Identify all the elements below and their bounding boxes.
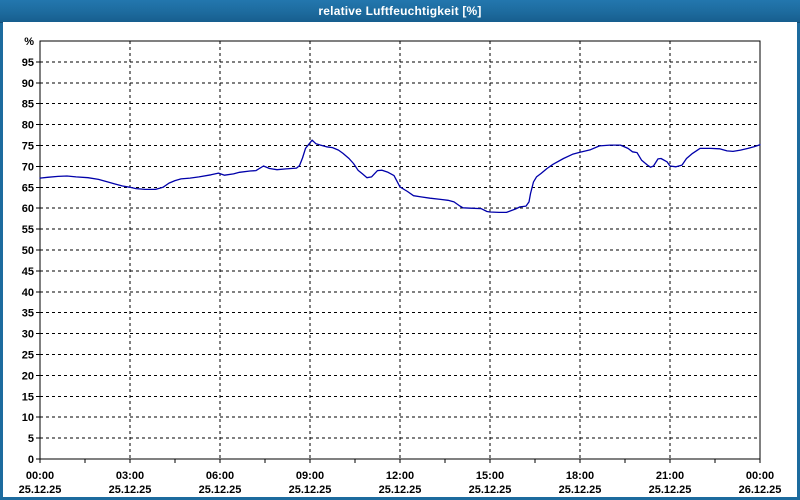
y-axis-tick-label: 0 [28,454,34,466]
x-axis-time-label: 00:00 [746,470,774,482]
y-axis-tick-label: 70 [22,161,34,173]
y-axis-tick-label: 95 [22,57,34,69]
y-axis-tick-label: 5 [28,433,34,445]
x-axis-time-label: 06:00 [206,470,234,482]
x-axis-date-label: 25.12.25 [289,484,332,496]
x-axis-time-label: 18:00 [566,470,594,482]
y-axis-tick-label: 25 [22,350,34,362]
x-axis-date-label: 25.12.25 [649,484,692,496]
x-axis-date-label: 25.12.25 [199,484,242,496]
title-bar: relative Luftfeuchtigkeit [%] [0,0,800,23]
x-axis-time-label: 09:00 [296,470,324,482]
y-axis-tick-label: 90 [22,78,34,90]
humidity-series-line [39,139,761,214]
y-axis-unit-label: % [24,36,34,48]
x-axis-date-label: 25.12.25 [559,484,602,496]
y-axis-tick-label: 85 [22,99,34,111]
x-axis-time-label: 03:00 [116,470,144,482]
x-axis-time-label: 00:00 [26,470,54,482]
humidity-line-chart: 0 5 10 15 20 25 30 35 40 45 50 55 60 65 70 75 80 85 90 95% 0… [19,36,782,496]
x-axis-time-label: 15:00 [476,470,504,482]
y-axis-tick-label: 15 [22,391,34,403]
y-axis-tick-label: 80 [22,120,34,132]
chart-area: 0 5 10 15 20 25 30 35 40 45 50 55 60 65 70 75 80 85 90 95% 0… [3,22,797,497]
y-axis-tick-label: 35 [22,308,34,320]
y-axis-tick-label: 55 [22,224,34,236]
x-axis-date-label: 25.12.25 [379,484,422,496]
y-axis-tick-label: 40 [22,287,34,299]
y-axis-tick-label: 45 [22,266,34,278]
x-axis-date-label: 25.12.25 [109,484,152,496]
y-axis-tick-label: 75 [22,141,34,153]
x-axis-date-label: 25.12.25 [469,484,512,496]
y-axis-tick-label: 50 [22,245,34,257]
x-axis-time-label: 21:00 [656,470,684,482]
y-axis-tick-label: 10 [22,412,34,424]
window-title: relative Luftfeuchtigkeit [%] [318,4,482,18]
x-axis-time-label: 12:00 [386,470,414,482]
x-axis-date-label: 25.12.25 [19,484,62,496]
x-axis-date-label: 26.12.25 [739,484,782,496]
y-axis-tick-label: 60 [22,203,34,215]
y-axis-tick-label: 20 [22,370,34,382]
y-axis-tick-label: 30 [22,329,34,341]
y-axis-tick-label: 65 [22,182,34,194]
